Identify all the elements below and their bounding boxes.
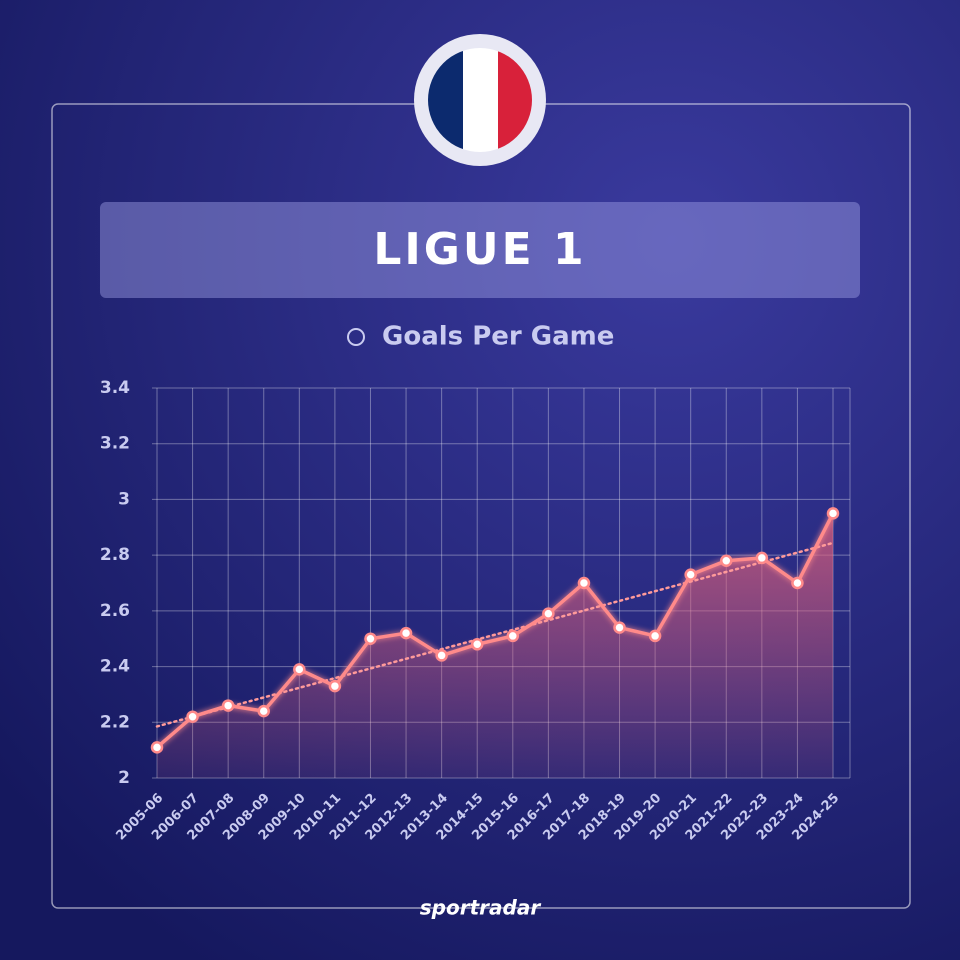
point — [720, 554, 733, 567]
y-tick-label: 3.2 — [100, 434, 130, 454]
point — [613, 621, 626, 634]
point — [755, 551, 769, 565]
point — [648, 629, 662, 643]
point — [435, 649, 448, 662]
y-tick-label: 2.2 — [100, 712, 130, 732]
point — [364, 632, 377, 645]
y-tick-label: 2.4 — [100, 657, 130, 677]
point — [506, 629, 520, 643]
point — [293, 663, 306, 676]
point — [186, 710, 199, 723]
chart-title: LIGUE 1 — [373, 224, 586, 275]
trend-line — [155, 541, 835, 728]
title-banner — [100, 202, 860, 298]
point — [221, 699, 235, 712]
flag — [414, 34, 546, 166]
line — [155, 512, 835, 749]
point — [684, 568, 697, 581]
point — [399, 626, 413, 640]
y-tick-label: 2.8 — [100, 545, 130, 565]
point — [577, 576, 591, 590]
point — [791, 576, 804, 590]
point — [470, 638, 484, 651]
y-tick-label: 3 — [118, 489, 130, 509]
point — [542, 607, 555, 620]
point — [826, 507, 840, 520]
y-tick-label: 2 — [118, 768, 130, 788]
ball-icon — [347, 328, 365, 346]
area — [157, 513, 833, 778]
y-tick-label: 2.6 — [100, 601, 130, 621]
point — [257, 704, 270, 718]
point — [328, 679, 342, 693]
y-tick-label: 3.4 — [100, 378, 130, 398]
brand-logo: sportradar — [420, 896, 542, 920]
point — [150, 741, 164, 754]
chart-subtitle: Goals Per Game — [382, 322, 614, 352]
